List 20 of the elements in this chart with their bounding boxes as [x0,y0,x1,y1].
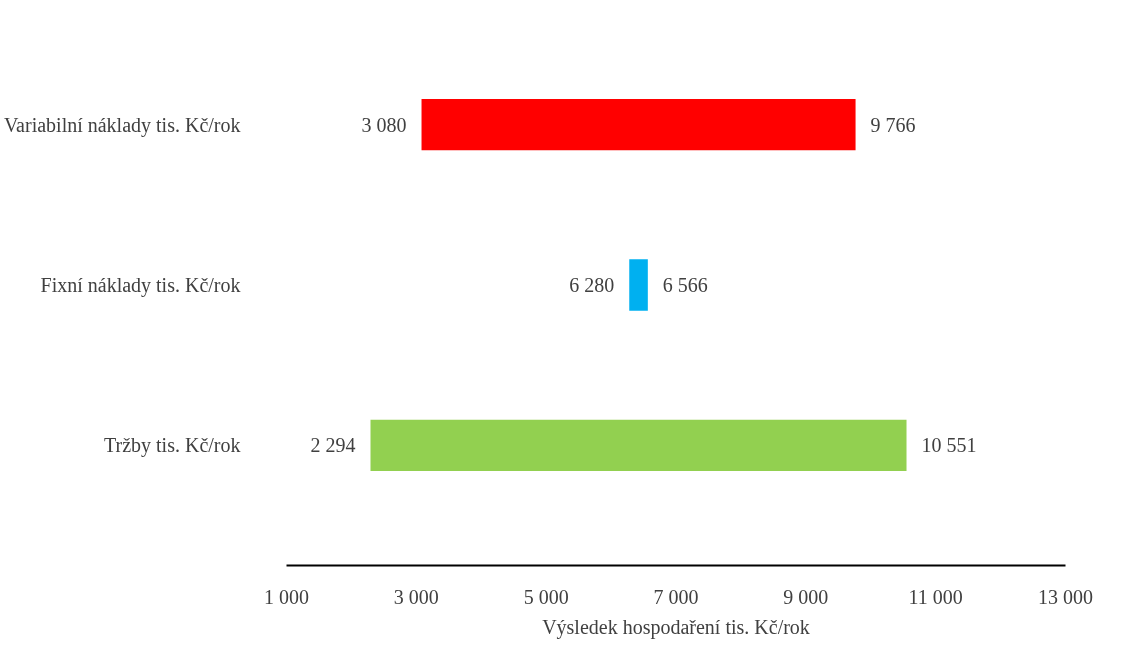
y-tick-label: Tržby tis. Kč/rok [104,434,241,458]
x-tick-label: 1 000 [264,585,309,608]
annotation: 2 294 [310,434,356,457]
annotation: 9 766 [870,113,916,136]
x-tick-label: 5 000 [523,585,569,608]
x-tick-label: 11 000 [908,585,963,608]
x-tick-label: 7 000 [653,585,699,608]
annotation: 10 551 [921,434,977,457]
x-tick-label: 3 000 [393,585,439,608]
x-tick-label: 13 000 [1038,585,1093,608]
bar [629,259,648,311]
bar [370,419,907,471]
x-axis-title: Výsledek hospodaření tis. Kč/rok [542,615,810,639]
annotation: 6 280 [569,273,615,296]
y-tick-label: Fixní náklady tis. Kč/rok [40,273,241,297]
annotation: 3 080 [361,113,407,136]
annotation: 6 566 [662,273,708,296]
y-tick-label: Variabilní náklady tis. Kč/rok [3,113,241,137]
bar [421,99,856,151]
x-tick-label: 9 000 [783,585,829,608]
